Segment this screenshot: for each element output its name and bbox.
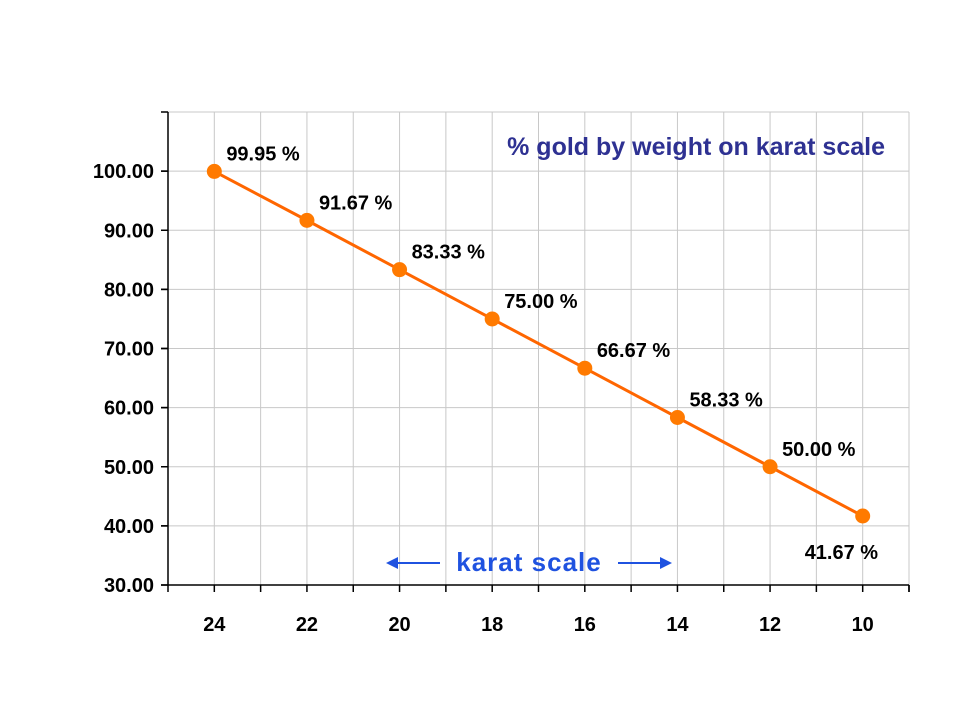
data-point bbox=[762, 459, 778, 475]
series-line-path bbox=[213, 170, 864, 518]
x-tick-label: 16 bbox=[574, 614, 596, 636]
data-label: 58.33 % bbox=[689, 389, 763, 411]
y-tick-label: 50.00 bbox=[104, 457, 154, 479]
x-tick-label: 20 bbox=[388, 614, 410, 636]
data-label: 83.33 % bbox=[412, 242, 486, 264]
x-tick-label: 14 bbox=[666, 614, 689, 636]
chart-title: % gold by weight on karat scale bbox=[507, 133, 885, 161]
karat-scale-annotation: karat scale bbox=[386, 547, 672, 577]
y-tick-label: 100.00 bbox=[93, 161, 154, 183]
grid bbox=[168, 111, 910, 585]
x-tick-label: 24 bbox=[203, 614, 226, 636]
data-point bbox=[206, 163, 222, 179]
y-tick-label: 70.00 bbox=[104, 339, 154, 361]
axes bbox=[161, 111, 910, 592]
x-tick-label: 12 bbox=[759, 614, 781, 636]
data-point bbox=[855, 508, 871, 524]
y-tick-label: 60.00 bbox=[104, 398, 154, 420]
data-point bbox=[299, 212, 315, 228]
data-point bbox=[577, 360, 593, 376]
data-point bbox=[392, 262, 408, 278]
y-tick-label: 90.00 bbox=[104, 220, 154, 242]
data-label: 66.67 % bbox=[597, 340, 671, 362]
data-label: 91.67 % bbox=[319, 192, 393, 214]
x-tick-label: 22 bbox=[296, 614, 318, 636]
annotation-arrowhead-right bbox=[660, 557, 672, 569]
x-tick-label: 10 bbox=[852, 614, 874, 636]
y-tick-label: 40.00 bbox=[104, 516, 154, 538]
data-point bbox=[669, 409, 685, 425]
x-tick-label: 18 bbox=[481, 614, 503, 636]
data-label: 50.00 % bbox=[782, 439, 856, 461]
series-line bbox=[206, 163, 871, 524]
data-point bbox=[484, 311, 500, 327]
data-labels: 99.95 % 91.67 % 83.33 % 75.00 % 66.67 % 58.33… bbox=[226, 143, 878, 564]
y-tick-label: 30.00 bbox=[104, 575, 154, 597]
y-tick-label: 80.00 bbox=[104, 279, 154, 301]
tick-labels: 30.00 40.00 50.00 60.00 70.00 80.00 90.00 100.0… bbox=[93, 161, 874, 636]
data-label: 99.95 % bbox=[226, 143, 300, 165]
annotation-arrowhead-left bbox=[386, 557, 398, 569]
karat-scale-label: karat scale bbox=[456, 547, 601, 577]
data-label: 75.00 % bbox=[504, 291, 578, 313]
data-label: 41.67 % bbox=[805, 542, 879, 564]
